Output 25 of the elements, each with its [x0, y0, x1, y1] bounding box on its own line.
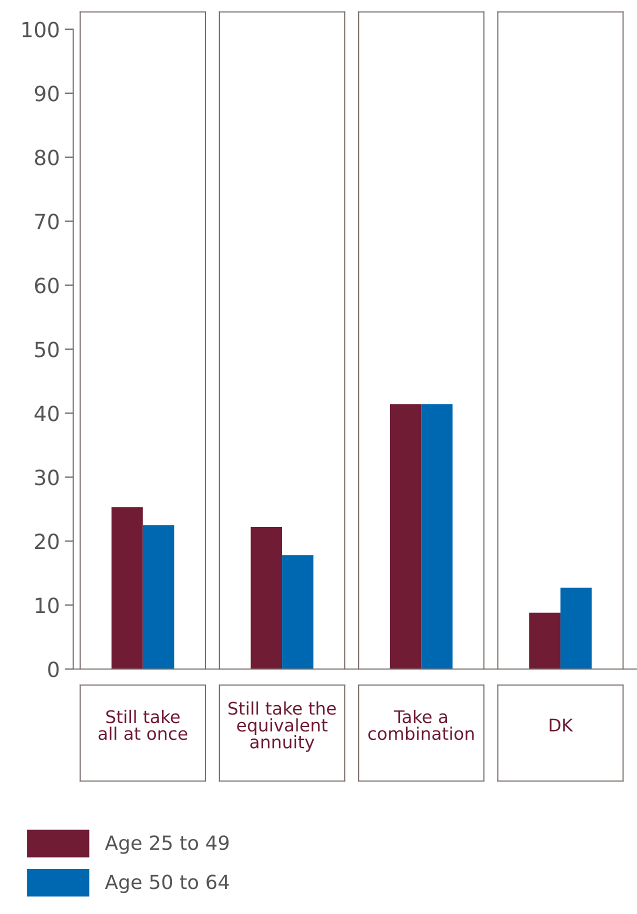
y-tick-label: 40 — [34, 406, 59, 422]
bar — [282, 555, 314, 670]
bar — [142, 525, 174, 670]
y-tick-label: 90 — [34, 86, 59, 102]
bar — [421, 404, 453, 670]
y-tick-label: 30 — [35, 470, 59, 486]
x-tick-label: Take a combination — [368, 710, 474, 740]
x-tick-label: Still take all at once — [98, 710, 188, 740]
bar — [390, 404, 422, 670]
y-tick-label: 10 — [36, 598, 59, 614]
x-tick-label: Still take the equivalent annuity — [228, 701, 336, 752]
y-tick-label: 70 — [35, 214, 59, 230]
y-tick-label: 50 — [35, 342, 59, 358]
bar — [529, 612, 560, 670]
y-tick-label: 80 — [34, 150, 59, 166]
legend-label: Age 50 to 64 — [104, 874, 229, 894]
y-tick-label: 60 — [35, 278, 59, 294]
y-tick-label: 100 — [22, 22, 59, 38]
x-tick-label: DK — [550, 718, 574, 732]
bar — [112, 507, 143, 670]
y-tick-label: 20 — [35, 534, 59, 550]
bar — [250, 527, 282, 670]
y-tick-label: 0 — [48, 662, 59, 678]
legend-label: Age 25 to 49 — [104, 835, 229, 854]
bar — [560, 588, 592, 670]
